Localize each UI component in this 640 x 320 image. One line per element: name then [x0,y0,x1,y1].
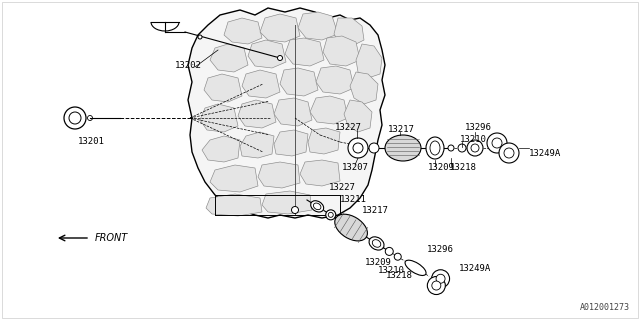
Text: 13211: 13211 [340,195,367,204]
Polygon shape [334,18,364,46]
Circle shape [291,206,298,213]
Polygon shape [298,12,338,40]
Circle shape [428,276,445,294]
Polygon shape [310,96,348,124]
Text: 13210: 13210 [378,266,404,275]
Text: 13296: 13296 [465,124,492,132]
Circle shape [504,148,514,158]
Circle shape [348,138,368,158]
Ellipse shape [426,137,444,159]
Polygon shape [242,70,280,98]
Polygon shape [260,14,300,42]
Circle shape [432,281,441,290]
Text: 13227: 13227 [335,124,362,132]
Circle shape [394,253,401,260]
Ellipse shape [369,237,384,250]
Polygon shape [206,194,262,216]
Text: 13207: 13207 [342,164,369,172]
Polygon shape [274,130,308,156]
Polygon shape [204,74,242,102]
Circle shape [448,145,454,151]
Circle shape [353,143,363,153]
Text: 13218: 13218 [450,164,477,172]
Polygon shape [323,36,360,66]
Text: 13202: 13202 [175,60,202,69]
Polygon shape [210,44,248,72]
Circle shape [69,112,81,124]
Circle shape [328,212,333,217]
Circle shape [471,144,479,152]
Circle shape [436,274,445,283]
Circle shape [198,35,202,39]
Polygon shape [308,128,340,154]
Text: 13217: 13217 [388,125,415,134]
Text: 13210: 13210 [460,135,487,145]
Polygon shape [224,18,262,44]
Polygon shape [300,160,340,186]
Polygon shape [200,104,238,132]
Ellipse shape [430,141,440,155]
Text: 13218: 13218 [386,271,413,280]
Ellipse shape [372,240,381,247]
Ellipse shape [314,203,321,210]
Text: 13227: 13227 [329,183,356,192]
Polygon shape [202,136,240,162]
Circle shape [431,270,449,288]
Text: 13249A: 13249A [529,148,561,157]
Polygon shape [285,38,324,66]
Polygon shape [316,66,354,94]
Ellipse shape [405,260,426,276]
Ellipse shape [335,214,367,241]
Circle shape [326,210,336,220]
Ellipse shape [310,201,324,212]
Circle shape [385,247,393,255]
Polygon shape [344,100,372,132]
Polygon shape [350,72,378,104]
Polygon shape [262,191,312,214]
Polygon shape [356,44,382,78]
Text: 13209: 13209 [428,164,455,172]
Polygon shape [280,68,318,96]
Circle shape [499,143,519,163]
Circle shape [487,133,507,153]
Polygon shape [274,98,312,126]
Circle shape [467,140,483,156]
Text: 13217: 13217 [362,206,388,215]
Circle shape [369,143,379,153]
Ellipse shape [385,135,421,161]
Text: 13201: 13201 [78,138,105,147]
Text: 13249A: 13249A [459,264,491,273]
Circle shape [278,55,282,60]
Circle shape [492,138,502,148]
Polygon shape [248,40,286,68]
Circle shape [88,116,93,121]
Text: A012001273: A012001273 [580,303,630,312]
Text: 13209: 13209 [365,258,392,267]
Polygon shape [240,132,274,158]
Text: FRONT: FRONT [95,233,128,243]
Text: 13296: 13296 [428,245,454,254]
Circle shape [458,144,466,152]
Circle shape [64,107,86,129]
Polygon shape [188,8,385,218]
Polygon shape [210,165,258,192]
Polygon shape [238,100,276,128]
Polygon shape [258,162,300,188]
